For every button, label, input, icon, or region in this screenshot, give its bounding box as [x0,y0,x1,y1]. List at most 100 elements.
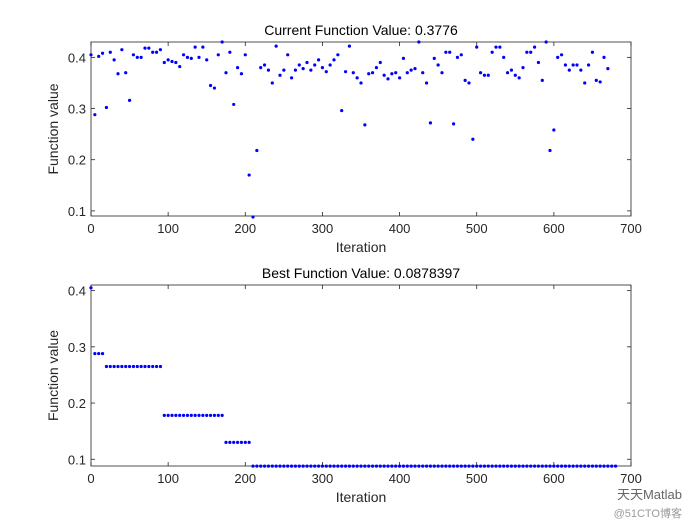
y-axis-label: Function value [45,330,61,421]
data-point [224,440,228,444]
data-point [606,464,610,468]
data-point [259,464,263,468]
data-point [432,56,436,60]
data-point [313,63,317,67]
x-tick-label: 300 [312,471,334,486]
y-tick-label: 0.3 [68,340,86,355]
data-point [120,364,124,369]
data-point [567,68,571,72]
data-point [301,464,305,468]
data-point [571,464,575,468]
y-tick-label: 0.2 [68,396,86,411]
data-point [174,60,178,65]
data-point [216,53,220,57]
x-tick-label: 200 [234,471,256,486]
data-point [197,55,201,59]
data-point [417,40,421,44]
data-point [108,50,112,54]
data-point [201,413,205,418]
x-axis-label: Iteration [336,489,387,505]
data-point [355,464,359,468]
data-point [266,68,271,72]
data-point [208,413,213,418]
data-point [143,46,147,50]
data-point [251,215,255,219]
data-point [124,364,128,369]
data-point [413,67,417,71]
data-point [193,413,197,418]
data-point [154,50,159,54]
data-point [185,55,190,59]
data-point [455,464,460,468]
data-point [559,464,564,468]
data-point [498,464,502,468]
x-tick-label: 500 [466,221,488,236]
data-point [131,53,136,57]
x-axis-label: Iteration [336,239,387,255]
data-point [247,173,251,177]
data-point [513,464,517,468]
data-point [440,71,444,75]
data-point [131,364,136,369]
data-point [405,71,409,75]
data-point [525,464,529,468]
data-point [444,50,448,54]
data-point [467,81,471,85]
data-point [482,73,487,77]
data-point [540,78,544,82]
data-point [147,364,151,369]
data-point [100,51,105,55]
data-point [583,81,587,85]
data-point [93,351,97,356]
data-point [282,464,286,468]
data-point [270,464,274,468]
data-point [563,63,568,67]
data-point [216,413,220,418]
data-point [108,364,112,369]
data-point [490,50,494,54]
data-point [247,440,251,444]
data-point [347,44,352,48]
data-point [374,65,379,70]
data-point [532,464,537,468]
data-point [397,76,402,80]
data-point [143,364,147,369]
data-point [127,98,132,102]
data-point [505,71,510,75]
data-point [139,364,143,369]
data-point [463,78,467,82]
data-point [243,53,247,57]
data-point [232,102,236,107]
data-point [405,464,409,468]
data-point [120,48,124,52]
data-point [575,63,579,67]
data-point [162,60,166,65]
data-point [494,464,498,468]
data-point [544,40,548,44]
data-point [486,73,490,77]
x-tick-label: 400 [389,221,411,236]
data-point [590,464,595,468]
watermark-site: @51CTO博客 [613,508,682,520]
data-point [289,76,294,80]
axes-frame [90,41,632,217]
data-point [559,53,564,57]
data-point [594,78,598,82]
data-point [417,464,421,468]
data-point [270,81,274,85]
data-point [378,464,382,468]
data-point [324,70,328,74]
data-point [567,464,571,468]
data-point [151,364,155,369]
x-tick-label: 100 [157,471,179,486]
data-point [575,464,579,468]
data-point [274,464,278,468]
data-point [455,55,460,59]
data-point [475,45,479,49]
data-point [135,364,139,369]
data-point [602,55,606,59]
data-point [475,464,479,468]
data-point [255,464,259,468]
y-tick-label: 0.4 [68,50,86,65]
data-point [509,68,514,72]
